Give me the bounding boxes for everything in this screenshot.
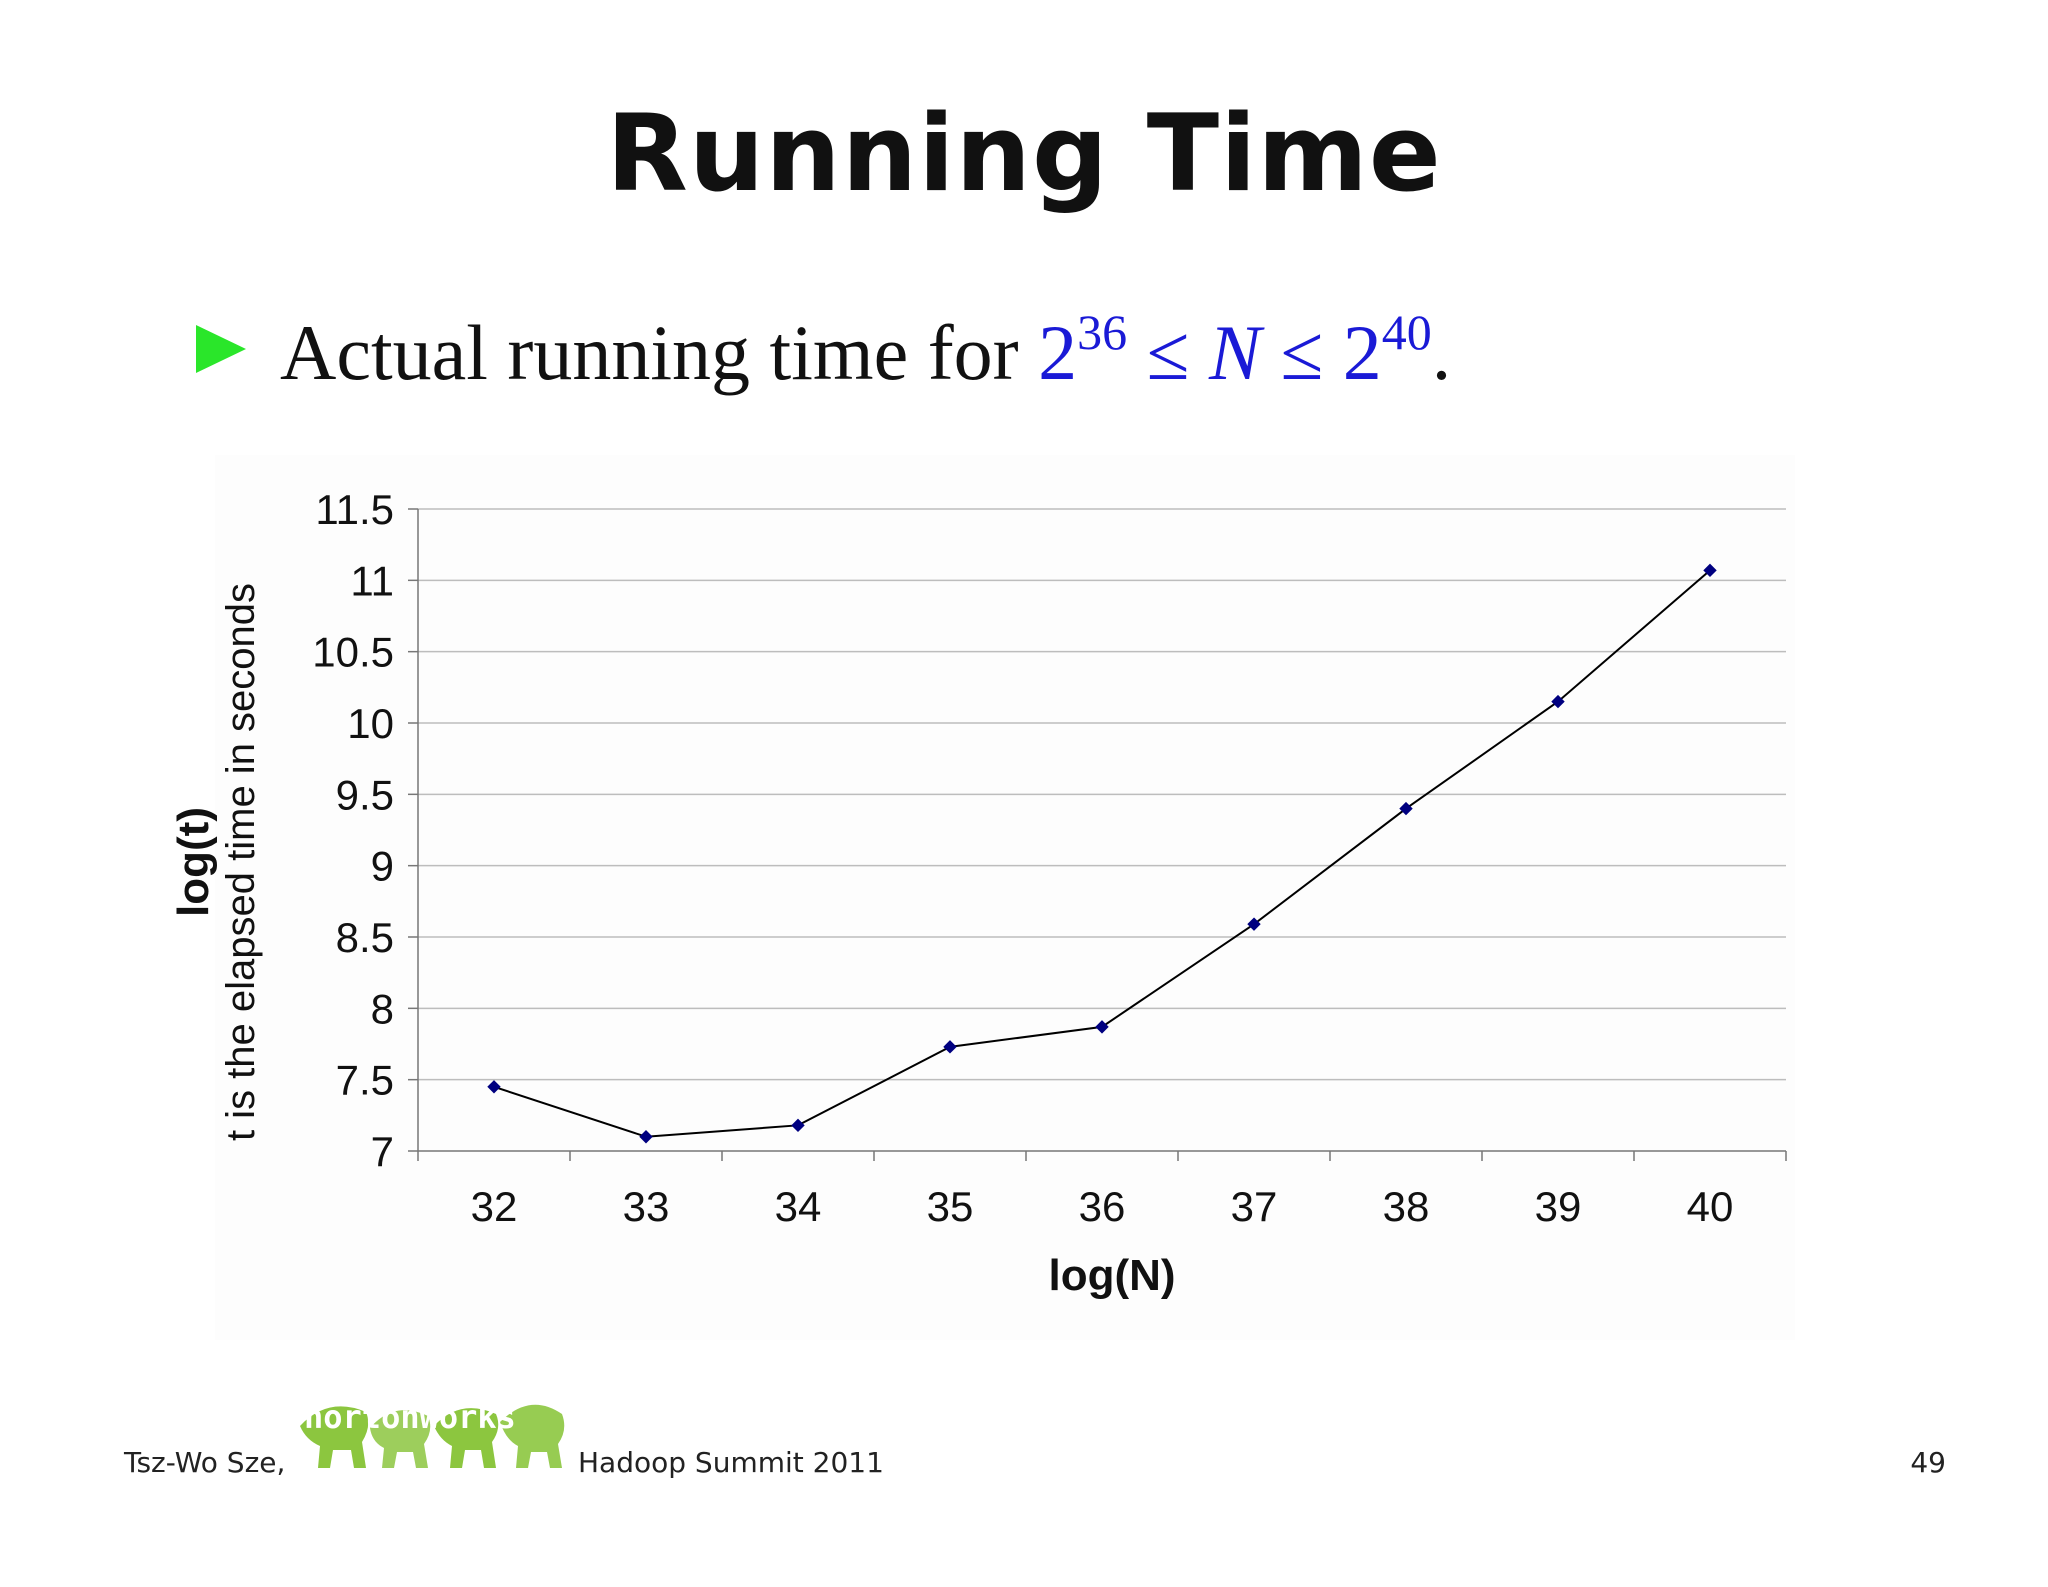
x-tick-label: 35	[927, 1183, 974, 1230]
math-exponent-1: 36	[1077, 304, 1128, 360]
math-leq-2: ≤	[1280, 309, 1324, 396]
data-point	[1703, 563, 1717, 578]
math-base-1: 2	[1038, 309, 1078, 396]
y-tick-label: 8	[371, 985, 394, 1032]
x-tick-label: 40	[1687, 1183, 1734, 1230]
data-point	[1247, 917, 1261, 931]
hortonworks-logo: hortonworks	[292, 1392, 572, 1477]
slide-title: Running Time	[606, 92, 1442, 215]
x-tick-label: 39	[1535, 1183, 1582, 1230]
x-axis-label: log(N)	[1048, 1251, 1175, 1300]
bullet-period: .	[1431, 309, 1452, 396]
x-tick-label: 32	[471, 1183, 518, 1230]
x-tick-label: 33	[623, 1183, 670, 1230]
axes	[408, 508, 1787, 1161]
y-axis-sublabel: t is the elapsed time in seconds	[219, 583, 263, 1141]
y-axis-label: log(t)	[169, 807, 218, 917]
data-point	[639, 1130, 653, 1144]
x-tick-label: 38	[1383, 1183, 1430, 1230]
x-tick-label: 34	[775, 1183, 822, 1230]
gridlines	[418, 508, 1786, 1081]
x-tick-labels: 32 33 34 35 36 37 38 39 40	[471, 1183, 1734, 1230]
bullet-text: Actual running time for	[280, 309, 1019, 396]
bullet-item: Actual running time for 236 ≤ N ≤ 240.	[196, 307, 1452, 398]
footer-event: Hadoop Summit 2011	[578, 1446, 884, 1479]
series-log-t	[487, 563, 1717, 1144]
y-tick-label: 11	[350, 557, 394, 604]
data-point	[487, 1080, 501, 1094]
data-point	[1399, 801, 1413, 816]
y-tick-labels: 7 7.5 8 8.5 9 9.5 10 10.5 11 11.5	[312, 486, 394, 1175]
data-point	[943, 1040, 957, 1054]
chart-background	[215, 455, 1795, 1340]
y-tick-label: 11.5	[315, 486, 394, 533]
x-tick-label: 36	[1079, 1183, 1126, 1230]
data-point	[791, 1118, 805, 1133]
bullet-arrow-icon	[196, 325, 246, 373]
math-exponent-2: 40	[1381, 304, 1432, 360]
y-tick-label: 7	[371, 1128, 394, 1175]
data-point	[1095, 1020, 1109, 1034]
elephant-logo-icon: hortonworks	[300, 1398, 565, 1468]
y-tick-label: 9.5	[336, 771, 394, 818]
math-leq-1: ≤	[1146, 309, 1190, 396]
y-tick-label: 8.5	[336, 914, 394, 961]
y-tick-label: 9	[371, 843, 394, 890]
y-tick-label: 10	[347, 700, 394, 747]
footer-author: Tsz-Wo Sze,	[124, 1446, 286, 1479]
math-variable: N	[1208, 309, 1261, 396]
y-tick-label: 7.5	[336, 1057, 394, 1104]
math-expression: 236 ≤ N ≤ 240	[1038, 307, 1432, 396]
logo-text: hortonworks	[304, 1398, 516, 1436]
data-point	[1551, 694, 1565, 709]
x-tick-label: 37	[1231, 1183, 1278, 1230]
y-tick-label: 10.5	[312, 629, 394, 676]
math-base-2: 2	[1342, 309, 1382, 396]
page-number: 49	[1910, 1446, 1946, 1479]
